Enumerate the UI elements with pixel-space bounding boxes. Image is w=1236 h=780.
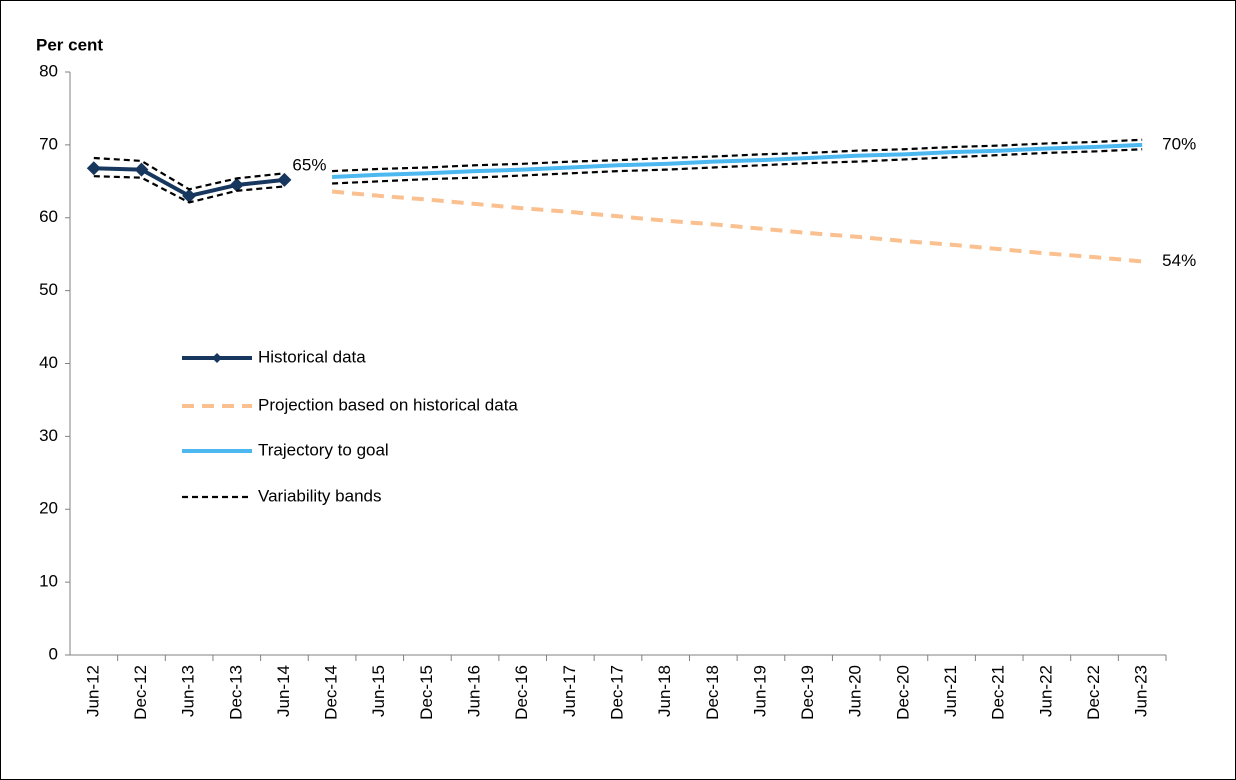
legend-label: Historical data bbox=[258, 347, 366, 366]
y-tick-label: 60 bbox=[39, 207, 58, 226]
x-tick-label: Dec-14 bbox=[322, 665, 341, 720]
data-label: 54% bbox=[1162, 251, 1196, 270]
x-tick-label: Jun-22 bbox=[1036, 665, 1055, 717]
y-tick-label: 0 bbox=[49, 644, 58, 663]
x-tick-label: Jun-15 bbox=[369, 665, 388, 717]
x-tick-label: Dec-19 bbox=[798, 665, 817, 720]
x-tick-label: Jun-21 bbox=[941, 665, 960, 717]
x-tick-label: Jun-14 bbox=[274, 665, 293, 717]
x-tick-label: Jun-18 bbox=[655, 665, 674, 717]
series-line bbox=[332, 148, 1143, 185]
data-label: 65% bbox=[292, 155, 326, 174]
series-line bbox=[93, 175, 285, 204]
series-line bbox=[332, 138, 1143, 173]
x-tick-label: Dec-16 bbox=[512, 665, 531, 720]
x-tick-label: Dec-20 bbox=[893, 665, 912, 720]
point bbox=[182, 188, 197, 203]
x-tick-label: Jun-17 bbox=[560, 665, 579, 717]
legend-label: Trajectory to goal bbox=[258, 440, 389, 459]
y-tick-label: 40 bbox=[39, 353, 58, 372]
x-tick-label: Dec-17 bbox=[607, 665, 626, 720]
y-tick-label: 50 bbox=[39, 280, 58, 299]
x-tick-label: Dec-13 bbox=[226, 665, 245, 720]
legend-marker bbox=[212, 353, 222, 363]
y-tick-label: 10 bbox=[39, 572, 58, 591]
point bbox=[277, 172, 292, 187]
x-tick-label: Jun-20 bbox=[846, 665, 865, 717]
x-tick-label: Dec-15 bbox=[417, 665, 436, 720]
y-tick-label: 30 bbox=[39, 426, 58, 445]
legend-label: Projection based on historical data bbox=[258, 395, 518, 414]
y-tick-label: 20 bbox=[39, 499, 58, 518]
legend-label: Variability bands bbox=[258, 486, 381, 505]
x-tick-label: Jun-19 bbox=[750, 665, 769, 717]
x-tick-label: Jun-23 bbox=[1132, 665, 1151, 717]
y-axis-title: Per cent bbox=[36, 35, 103, 54]
x-tick-label: Jun-12 bbox=[83, 665, 102, 717]
x-tick-label: Dec-22 bbox=[1084, 665, 1103, 720]
x-tick-label: Dec-12 bbox=[131, 665, 150, 720]
x-tick-label: Dec-18 bbox=[703, 665, 722, 720]
y-tick-label: 80 bbox=[39, 61, 58, 80]
point bbox=[134, 162, 149, 177]
x-tick-label: Jun-16 bbox=[465, 665, 484, 717]
y-tick-label: 70 bbox=[39, 134, 58, 153]
series-line bbox=[93, 156, 285, 191]
data-label: 70% bbox=[1162, 134, 1196, 153]
x-tick-label: Jun-13 bbox=[179, 665, 198, 717]
point bbox=[86, 161, 101, 176]
series-line bbox=[331, 142, 1143, 179]
point bbox=[229, 177, 244, 192]
x-tick-label: Dec-21 bbox=[989, 665, 1008, 720]
series-line bbox=[331, 189, 1143, 264]
